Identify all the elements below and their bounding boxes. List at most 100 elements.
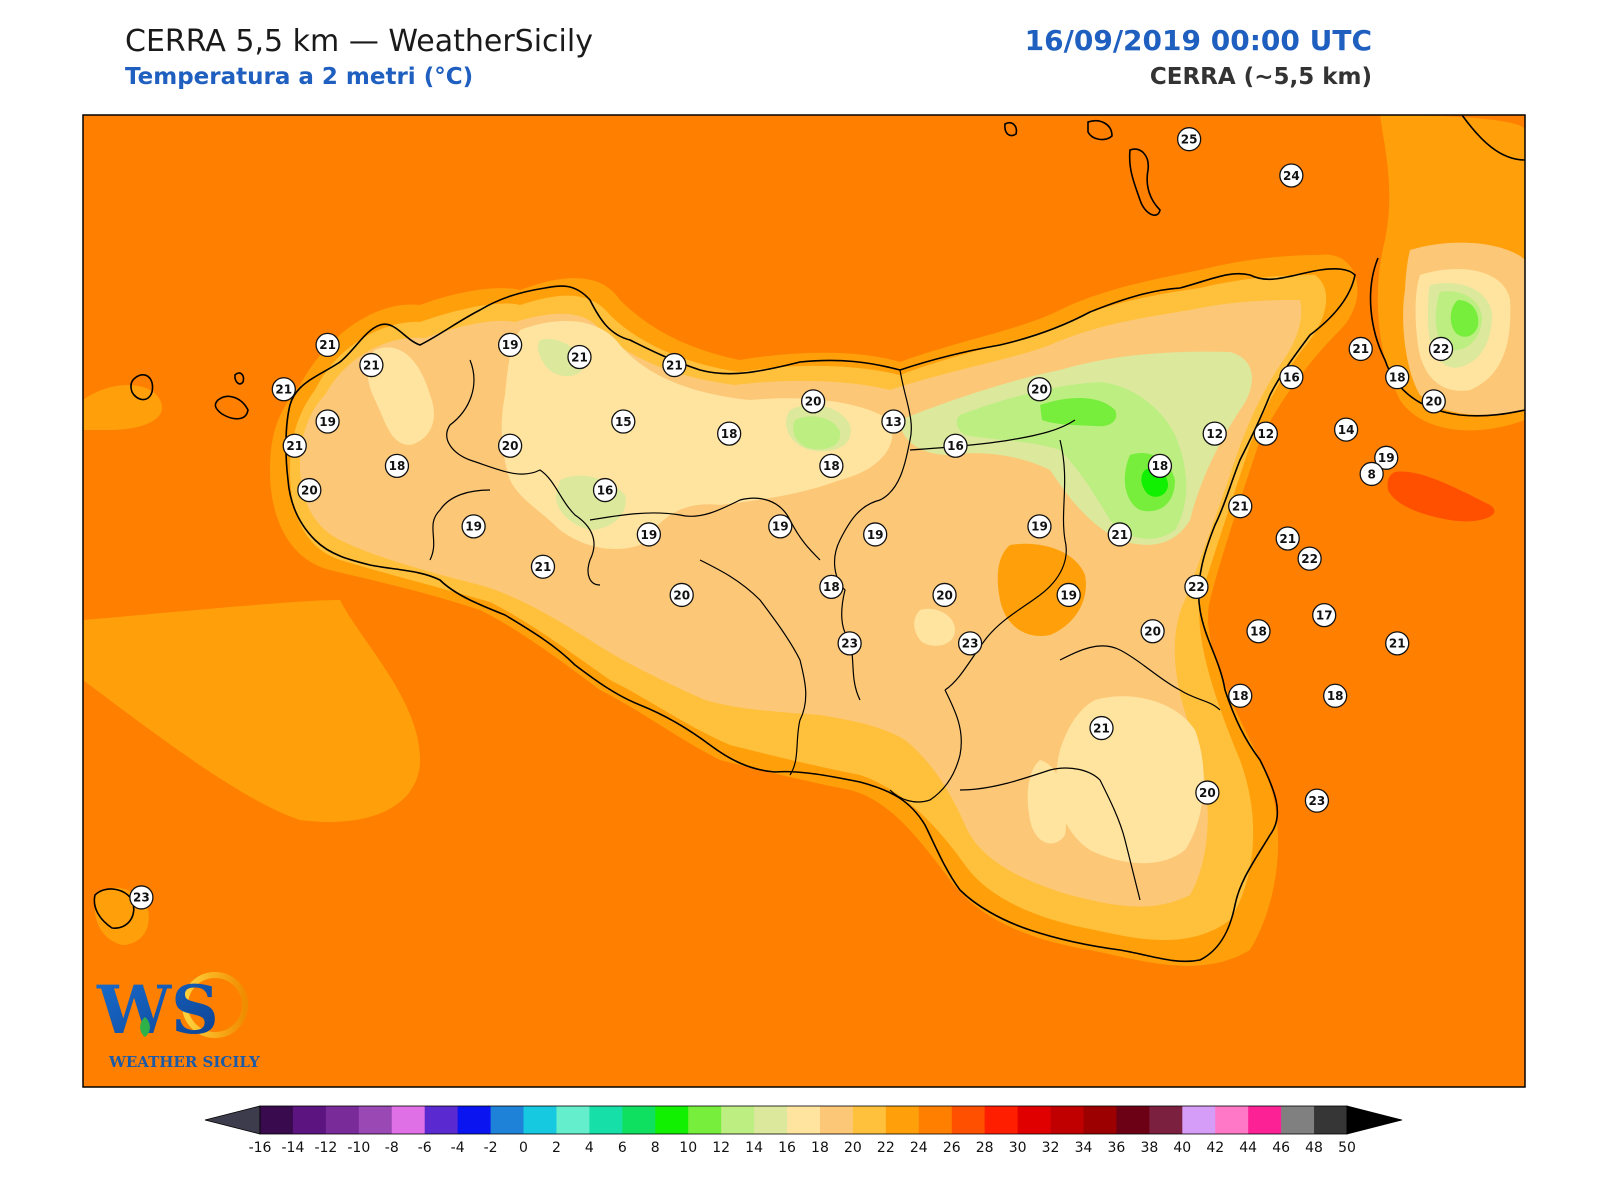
station-circle bbox=[1195, 780, 1220, 805]
colorbar-bin bbox=[1017, 1106, 1051, 1134]
station-value: 19 bbox=[867, 528, 884, 542]
station-circle bbox=[592, 477, 618, 503]
colorbar-tick-label: -12 bbox=[314, 1140, 337, 1156]
station-marker: 18 bbox=[819, 453, 844, 479]
station-marker: 20 bbox=[800, 389, 826, 414]
colorbar-bin bbox=[1281, 1106, 1315, 1134]
colorbar-tick-label: 34 bbox=[1075, 1140, 1093, 1156]
colorbar-tick-label: 18 bbox=[811, 1140, 829, 1156]
colorbar-bin bbox=[819, 1106, 854, 1134]
colorbar-bin bbox=[1050, 1106, 1084, 1134]
station-circle bbox=[297, 477, 322, 503]
station-value: 20 bbox=[1425, 395, 1442, 409]
boundary-ragusa-siracusa bbox=[959, 767, 1141, 901]
valid-datetime: 16/09/2019 00:00 UTC bbox=[1024, 24, 1372, 57]
station-circle bbox=[881, 409, 906, 434]
station-value: 18 bbox=[823, 459, 840, 473]
colorbar-tick-label: 2 bbox=[552, 1140, 561, 1156]
colorbar-tick-label: 8 bbox=[651, 1140, 660, 1156]
station-marker: 14 bbox=[1333, 417, 1359, 442]
station-circle bbox=[611, 409, 636, 434]
station-marker: 13 bbox=[881, 409, 906, 434]
colorbar-tick-label: 50 bbox=[1338, 1140, 1356, 1156]
model-name: CERRA (~5,5 km) bbox=[1149, 64, 1372, 90]
colorbar-tick-label: 36 bbox=[1108, 1140, 1126, 1156]
station-circle bbox=[1374, 445, 1399, 470]
colorbar-bin bbox=[787, 1106, 821, 1134]
station-value: 19 bbox=[465, 520, 482, 534]
station-value: 21 bbox=[666, 358, 683, 372]
station-marker: 21 bbox=[1107, 522, 1132, 547]
station-value: 14 bbox=[1338, 423, 1355, 437]
station-value: 19 bbox=[1060, 588, 1077, 602]
station-value: 21 bbox=[363, 358, 380, 372]
boundary-trapani-agrigento bbox=[429, 489, 491, 561]
colorbar-tick-label: 4 bbox=[585, 1140, 594, 1156]
station-value: 21 bbox=[1352, 342, 1369, 356]
station-marker: 23 bbox=[957, 631, 983, 656]
colorbar-bin bbox=[424, 1106, 459, 1134]
colorbar-bin bbox=[556, 1106, 590, 1134]
station-marker: 20 bbox=[669, 582, 694, 608]
station-circle bbox=[1027, 514, 1052, 539]
station-marker: 22 bbox=[1428, 336, 1454, 362]
station-circle bbox=[1184, 574, 1209, 600]
station-marker: 18 bbox=[1385, 365, 1410, 390]
colorbar: -16 -14 -12 -10 -8 -6 -4 -2 0 2 4 6 8 10 12 14 16 18 20 22 2… bbox=[204, 1105, 1403, 1156]
station-value: 18 bbox=[721, 427, 738, 441]
station-circle bbox=[636, 522, 661, 547]
lipari-coast bbox=[1128, 148, 1161, 216]
station-marker: 20 bbox=[1421, 389, 1446, 414]
station-value: 18 bbox=[1250, 625, 1267, 639]
land-band-16c bbox=[1056, 696, 1204, 864]
station-value: 18 bbox=[1232, 689, 1249, 703]
sea-hot-patch bbox=[1387, 471, 1495, 522]
station-circle bbox=[662, 352, 687, 378]
station-circle bbox=[1385, 365, 1410, 390]
colorbar-tick-label: 38 bbox=[1140, 1140, 1158, 1156]
colorbar-bin bbox=[984, 1106, 1019, 1134]
station-marker: 21 bbox=[530, 554, 556, 579]
logo-letters: WS bbox=[96, 971, 219, 1049]
station-marker: 18 bbox=[1323, 683, 1348, 708]
colorbar-frame bbox=[259, 1105, 1348, 1135]
colorbar-bin bbox=[523, 1106, 557, 1134]
station-marker: 17 bbox=[1312, 602, 1337, 628]
station-value: 20 bbox=[673, 588, 690, 602]
colorbar-tick-label: 24 bbox=[910, 1140, 928, 1156]
station-marker: 23 bbox=[129, 885, 154, 910]
colorbar-tick-label: 30 bbox=[1009, 1140, 1027, 1156]
colorbar-bin bbox=[918, 1106, 953, 1134]
station-value: 18 bbox=[1327, 689, 1344, 703]
station-value: 21 bbox=[1111, 528, 1128, 542]
station-value: 21 bbox=[319, 338, 336, 352]
station-marker: 20 bbox=[1195, 780, 1220, 805]
station-circle bbox=[863, 522, 888, 547]
station-value: 17 bbox=[1316, 608, 1333, 622]
station-value: 21 bbox=[1232, 500, 1249, 514]
station-circle bbox=[1176, 127, 1202, 152]
boundary-catania-caltanissetta bbox=[889, 689, 962, 803]
station-value: 22 bbox=[1188, 580, 1205, 594]
marettimo-coast bbox=[214, 395, 249, 420]
etna-band-12 bbox=[956, 382, 1187, 539]
alicudi-coast bbox=[1004, 121, 1018, 137]
station-marker: 20 bbox=[1027, 377, 1052, 402]
colorbar-tick-label: 42 bbox=[1206, 1140, 1224, 1156]
station-circle bbox=[1107, 522, 1132, 547]
colorbar-bin bbox=[457, 1106, 491, 1134]
station-value: 18 bbox=[389, 459, 406, 473]
colorbar-bin bbox=[1248, 1106, 1282, 1134]
station-circle bbox=[1275, 526, 1300, 551]
colorbar-tick-label: -16 bbox=[249, 1140, 272, 1156]
station-marker: 23 bbox=[837, 631, 862, 656]
colorbar-bin bbox=[951, 1106, 986, 1134]
temperature-field bbox=[83, 115, 1525, 1087]
station-marker: 18 bbox=[384, 453, 410, 479]
colorbar-tick-label: 46 bbox=[1272, 1140, 1290, 1156]
station-circle bbox=[819, 453, 844, 479]
colorbar-bin bbox=[852, 1106, 887, 1134]
station-value: 19 bbox=[640, 528, 657, 542]
boundary-trapani-palermo bbox=[446, 359, 601, 586]
province-boundaries bbox=[429, 359, 1221, 901]
